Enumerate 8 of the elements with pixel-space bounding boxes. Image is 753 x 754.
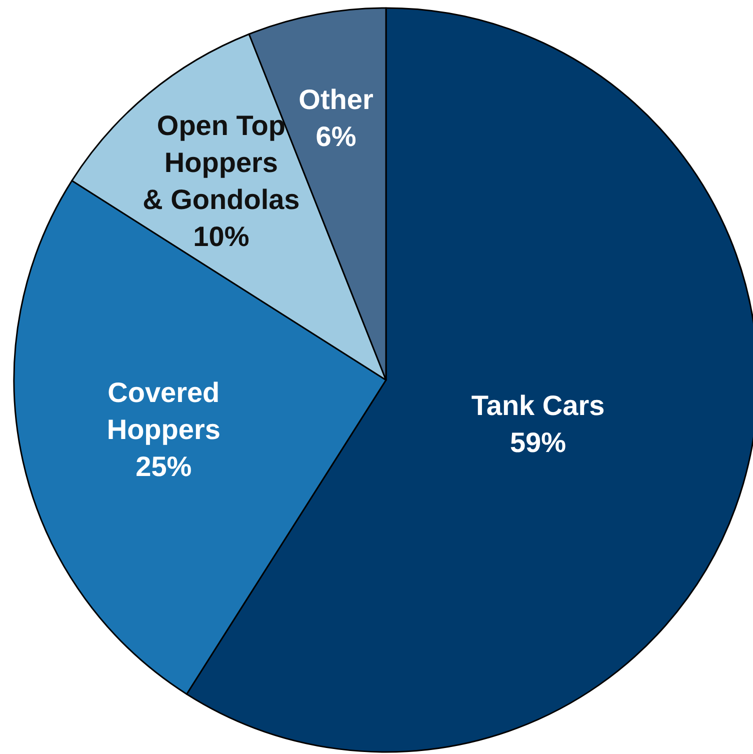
data-label: 6% [316,121,356,152]
slice-label: Open Top Hoppers & Gondolas [142,110,300,215]
data-label: 25% [136,451,192,482]
data-label: 10% [193,220,250,252]
slice-label: Other [298,84,374,115]
slice-label: Covered Hoppers [106,377,220,446]
slice-label: Tank Cars [471,390,605,422]
data-label: 59% [510,427,566,458]
